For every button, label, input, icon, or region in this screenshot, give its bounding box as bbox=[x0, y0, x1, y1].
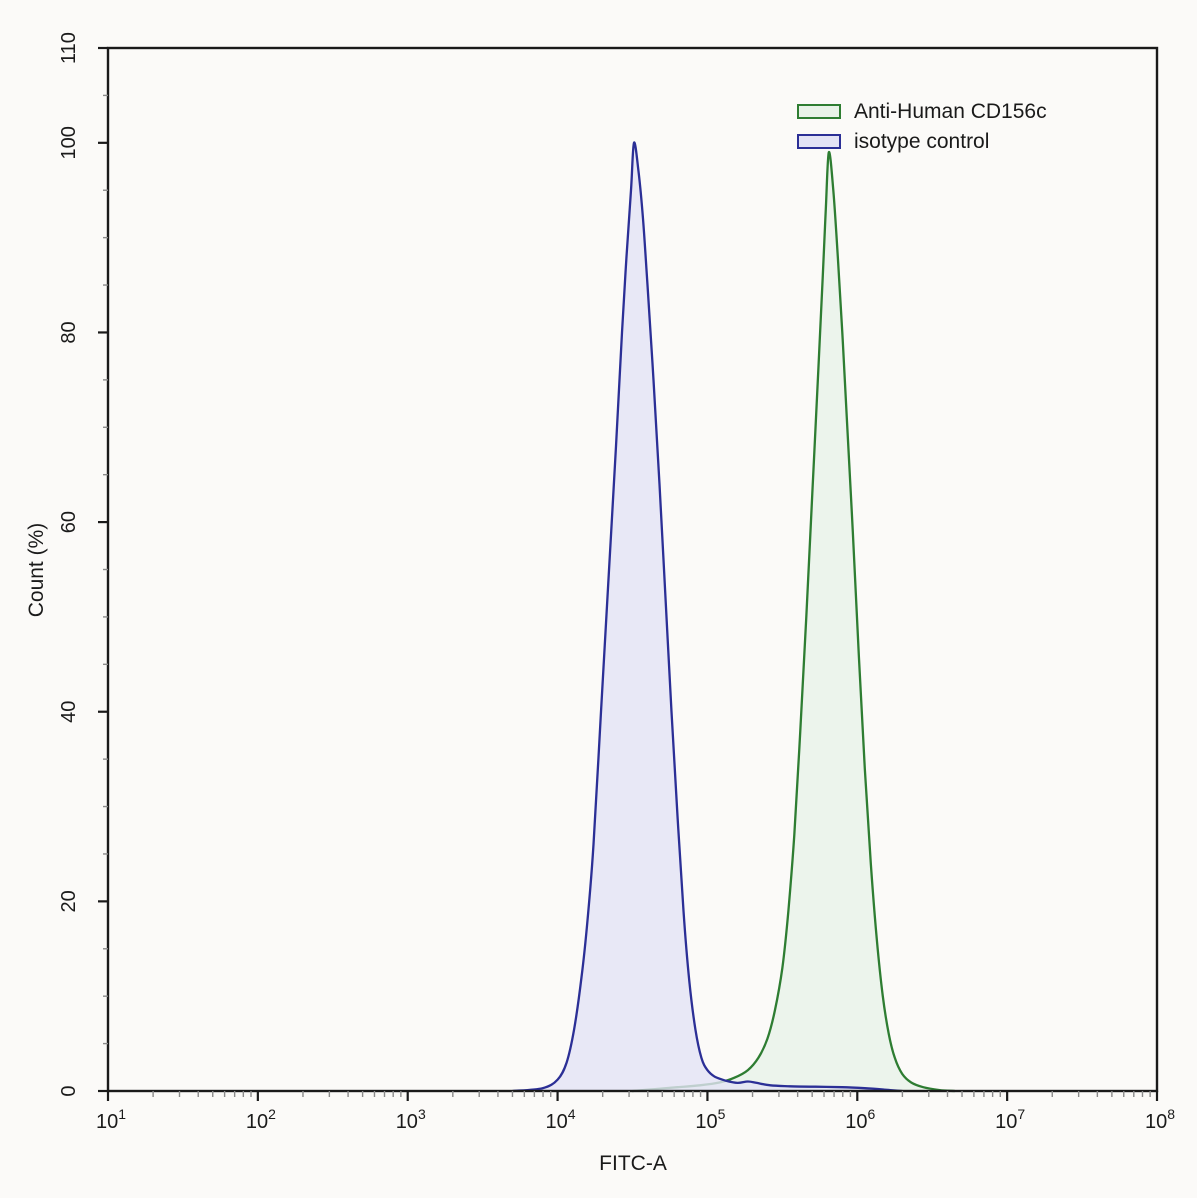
series-curve-0 bbox=[631, 151, 956, 1093]
legend-entry-anti-human-cd156c: Anti-Human CD156c bbox=[797, 100, 1047, 123]
histogram-curves bbox=[511, 141, 956, 1093]
x-tick-label: 104 bbox=[546, 1106, 576, 1133]
y-axis-label: Count (%) bbox=[25, 523, 48, 618]
x-tick-label: 105 bbox=[695, 1106, 725, 1133]
y-tick-label: 20 bbox=[58, 890, 80, 912]
y-tick-label: 40 bbox=[58, 701, 80, 723]
y-axis-ticks bbox=[98, 46, 108, 1093]
series-fill-1 bbox=[512, 142, 903, 1091]
y-tick-label: 110 bbox=[58, 32, 80, 64]
y-tick-label: 80 bbox=[58, 321, 80, 343]
x-axis-ticks bbox=[106, 1091, 1159, 1101]
y-tick-label: 100 bbox=[58, 126, 80, 159]
x-tick-label: 108 bbox=[1145, 1106, 1175, 1133]
y-tick-label: 60 bbox=[58, 511, 80, 533]
legend-entry-isotype-control: isotype control bbox=[797, 130, 1047, 153]
legend: Anti-Human CD156c isotype control bbox=[797, 100, 1047, 153]
series-curve-1 bbox=[511, 141, 904, 1093]
legend-label: Anti-Human CD156c bbox=[854, 100, 1047, 123]
x-tick-label: 102 bbox=[246, 1106, 276, 1133]
series-fill-0 bbox=[632, 152, 955, 1092]
legend-swatch-blue bbox=[797, 134, 841, 150]
x-tick-label: 106 bbox=[845, 1106, 875, 1133]
legend-swatch-green bbox=[797, 104, 841, 120]
x-axis-label: FITC-A bbox=[599, 1152, 667, 1175]
x-tick-label: 101 bbox=[96, 1106, 126, 1133]
y-axis-tick-labels: 0 20 40 60 80 100 110 bbox=[58, 32, 80, 1097]
x-axis-tick-labels: 101 102 103 104 105 106 107 108 bbox=[96, 1106, 1175, 1133]
legend-label: isotype control bbox=[854, 130, 990, 154]
x-tick-label: 103 bbox=[396, 1106, 426, 1133]
x-tick-label: 107 bbox=[995, 1106, 1025, 1133]
y-tick-label: 0 bbox=[58, 1085, 80, 1096]
